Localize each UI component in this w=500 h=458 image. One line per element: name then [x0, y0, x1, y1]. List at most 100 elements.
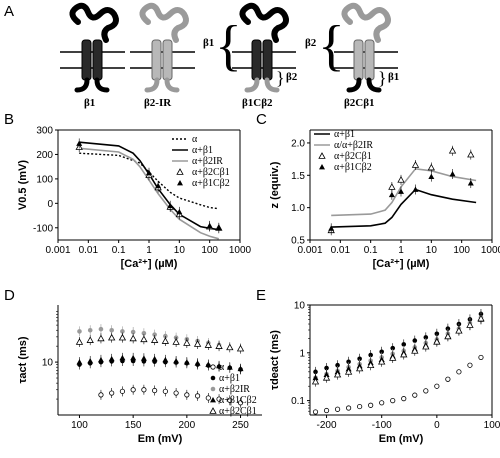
data-point — [162, 388, 168, 394]
schematic-label-beta2ir: β2-IR — [144, 97, 172, 109]
data-point — [150, 336, 159, 343]
x-tick-label: 1000 — [229, 245, 252, 256]
data-point — [130, 329, 136, 335]
data-point — [445, 326, 451, 331]
data-point — [411, 347, 419, 354]
panel-label-e: E — [256, 287, 266, 304]
data-point — [401, 396, 407, 402]
construct-beta1cbeta2: β1 { } β2 β1Cβ2 — [203, 2, 298, 109]
data-point — [162, 356, 169, 363]
data-point — [118, 333, 127, 341]
data-point — [398, 188, 404, 194]
data-point — [444, 332, 452, 340]
legend-swatch — [209, 407, 217, 414]
chart-panel-b: 0.001 0.01 0.1 1 10 100 10003002001000-100[Ca²… — [17, 126, 252, 271]
data-point — [312, 409, 319, 415]
data-point — [76, 359, 83, 365]
data-point — [478, 354, 484, 361]
chart-panel-c: 0.001 0.01 0.1 1 10 100 1000 0.5 1.0 1.5 2.0 [Ca²⁺]… — [269, 129, 500, 270]
series-α+β2Cβ1 — [75, 332, 245, 354]
data-point — [449, 171, 456, 177]
data-point — [204, 341, 212, 348]
data-point — [173, 357, 180, 364]
data-point — [108, 333, 116, 341]
y-tick-label: 0.5 — [291, 236, 305, 247]
x-tick-label: -200 — [317, 420, 337, 431]
legend-label: α+β1Cβ2 — [192, 178, 230, 189]
data-point — [87, 357, 94, 364]
y-axis-label: z (equiv.) — [269, 161, 281, 208]
data-point — [412, 392, 418, 398]
data-point — [368, 402, 374, 408]
series-line — [79, 147, 220, 240]
data-point — [357, 403, 363, 410]
data-point — [216, 396, 222, 402]
data-point — [324, 365, 329, 371]
data-point — [140, 335, 148, 343]
series-line — [331, 188, 477, 228]
legend-label: α+β1Cβ2 — [334, 162, 372, 173]
data-point — [434, 383, 440, 389]
legend-swatch — [318, 152, 326, 159]
y-tick-label: 10 — [42, 358, 54, 369]
x-tick-label: 0.001 — [45, 245, 70, 256]
data-point — [176, 208, 183, 215]
data-point — [346, 405, 352, 411]
data-point — [227, 397, 233, 403]
data-point — [76, 140, 83, 146]
schematic-label-beta1cbeta2: β1Cβ2 — [242, 97, 273, 109]
data-point — [151, 355, 158, 362]
data-point — [390, 398, 396, 404]
schematic-label-beta1: β1 — [84, 97, 95, 109]
x-tick-label: 100 — [71, 420, 88, 431]
x-axis-label: [Ca²⁺] (µM) — [121, 258, 178, 270]
data-point — [183, 339, 191, 346]
data-point — [455, 326, 463, 334]
data-point — [205, 361, 212, 367]
y-tick-label: 1.5 — [291, 171, 305, 182]
data-point — [379, 400, 385, 406]
series-α+β1Cβ2 — [76, 352, 244, 374]
data-point — [388, 191, 395, 198]
data-point — [141, 331, 147, 336]
subunit-schematic: β1 β2-IR β1 { } β2 β1Cβ2 β2 — [60, 2, 399, 109]
data-point — [194, 393, 201, 399]
data-point — [161, 337, 170, 344]
data-point — [456, 369, 462, 375]
data-point — [98, 326, 104, 332]
x-tick-label: 0.1 — [112, 245, 126, 256]
svg-text:}: } — [276, 68, 285, 88]
y-tick-label: 10 — [294, 301, 306, 312]
data-point — [206, 222, 213, 229]
y-axis-label: τdeact (ms) — [269, 330, 281, 390]
data-point — [140, 355, 147, 361]
series-α+β2Cβ1 — [311, 313, 485, 387]
x-axis-label: [Ca²⁺] (µM) — [373, 258, 430, 270]
x-tick-label: 0.01 — [331, 245, 351, 256]
data-point — [366, 361, 375, 369]
y-tick-label: 0.1 — [291, 396, 305, 407]
construct-beta1: β1 — [60, 2, 125, 109]
series-α+β2IR — [79, 147, 220, 240]
data-point — [152, 387, 158, 394]
data-point — [333, 370, 342, 378]
legend-swatch — [319, 164, 325, 170]
legend-label: α+β2Cβ1 — [219, 406, 257, 417]
y-tick-label: 0 — [47, 199, 53, 210]
brace-right-label-2: β1 — [388, 71, 399, 83]
data-point — [423, 388, 429, 394]
series-α+β1Cβ2 — [328, 169, 474, 234]
data-point — [400, 350, 408, 358]
data-point — [323, 407, 330, 414]
data-point — [433, 337, 441, 345]
series-α — [79, 152, 219, 210]
panel-label-d: D — [4, 287, 15, 304]
data-point — [346, 359, 351, 365]
schematic-label-beta2cbeta1: β2Cβ1 — [344, 97, 375, 109]
legend-label: α+β1Cβ2 — [219, 395, 257, 406]
x-tick-label: 0.001 — [297, 245, 322, 256]
y-tick-label: -100 — [33, 223, 53, 234]
data-point — [109, 327, 114, 333]
brace-left-label-1: β1 — [203, 37, 214, 49]
data-point — [237, 365, 244, 372]
